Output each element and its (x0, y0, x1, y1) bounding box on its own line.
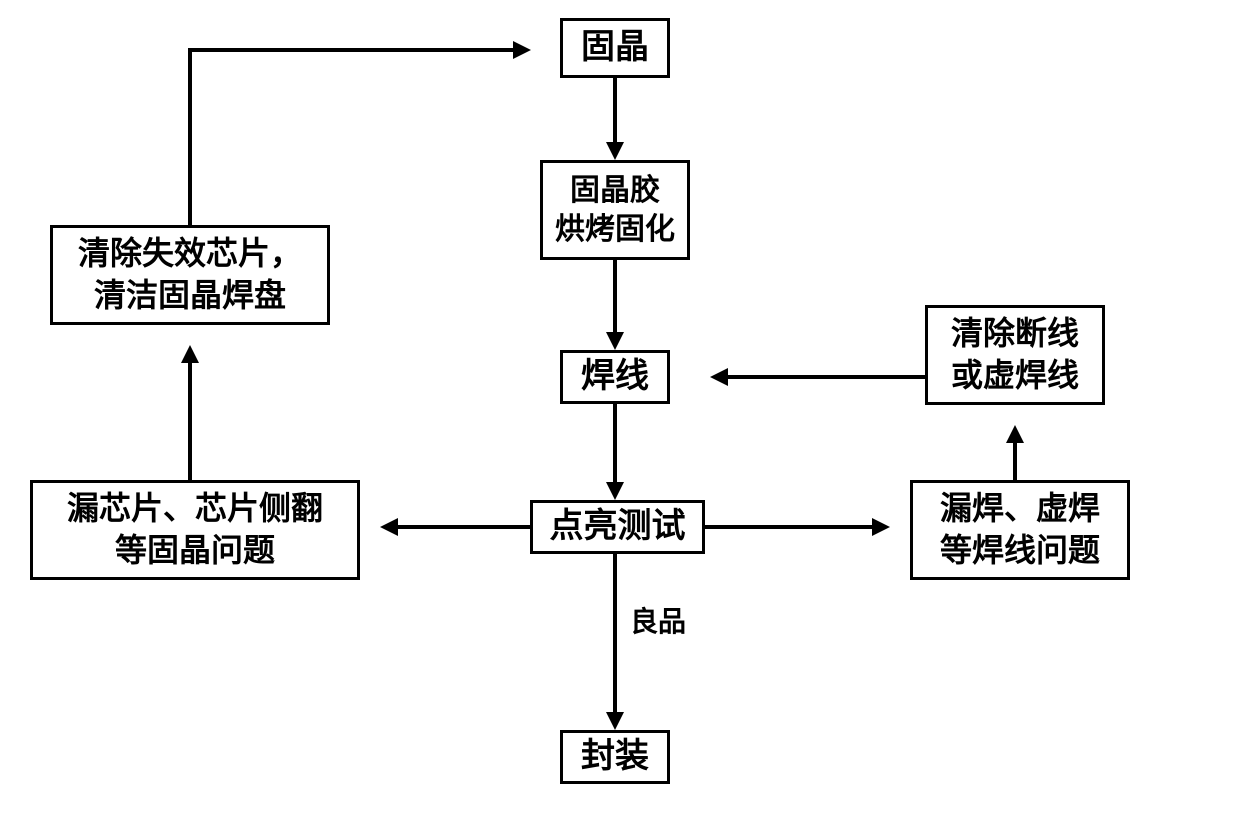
node-label: 清除断线 或虚焊线 (951, 313, 1079, 396)
edge-n7-n6 (188, 363, 192, 480)
arrowhead-icon (513, 41, 531, 59)
arrowhead-icon (606, 482, 624, 500)
arrowhead-icon (872, 518, 890, 536)
node-cure: 固晶胶 烘烤固化 (540, 160, 690, 260)
node-label: 封装 (581, 735, 649, 779)
edge-n4-n7 (398, 525, 530, 529)
arrowhead-icon (181, 345, 199, 363)
edge-n2-n3 (613, 260, 617, 332)
node-label: 固晶 (581, 26, 649, 70)
arrowhead-icon (710, 368, 728, 386)
node-label: 焊线 (581, 355, 649, 399)
edge-label-good: 良品 (630, 600, 686, 640)
node-die-issue: 漏芯片、芯片侧翻 等固晶问题 (30, 480, 360, 580)
arrowhead-icon (606, 142, 624, 160)
node-label: 漏芯片、芯片侧翻 等固晶问题 (67, 488, 323, 571)
node-die-bond: 固晶 (560, 18, 670, 78)
arrowhead-icon (606, 332, 624, 350)
node-label: 漏焊、虚焊 等焊线问题 (940, 488, 1100, 571)
edge-n6-n1-v (188, 48, 192, 225)
edge-n9-n8 (1013, 443, 1017, 480)
edge-n1-n2 (613, 78, 617, 142)
node-label: 清除失效芯片， 清洁固晶焊盘 (78, 233, 302, 316)
node-light-test: 点亮测试 (530, 500, 705, 554)
node-package: 封装 (560, 730, 670, 784)
arrowhead-icon (380, 518, 398, 536)
arrowhead-icon (1006, 425, 1024, 443)
node-clean-pad: 清除失效芯片， 清洁固晶焊盘 (50, 225, 330, 325)
node-clear-wire: 清除断线 或虚焊线 (925, 305, 1105, 405)
edge-n6-n1-h (188, 48, 513, 52)
edge-n8-n3 (728, 375, 925, 379)
edge-n4-n5 (613, 554, 617, 712)
node-wire-bond: 焊线 (560, 350, 670, 404)
arrowhead-icon (606, 712, 624, 730)
edge-n3-n4 (613, 404, 617, 482)
node-label: 点亮测试 (550, 505, 686, 549)
node-label: 固晶胶 烘烤固化 (555, 171, 675, 249)
edge-n4-n9 (705, 525, 872, 529)
node-wire-issue: 漏焊、虚焊 等焊线问题 (910, 480, 1130, 580)
